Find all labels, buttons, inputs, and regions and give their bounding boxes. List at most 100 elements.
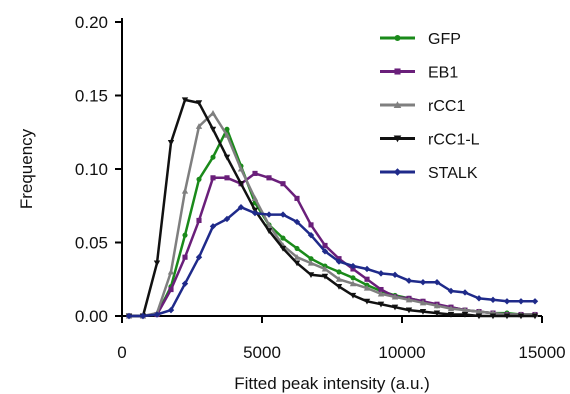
legend-label: rCC1-L xyxy=(428,132,480,149)
data-point xyxy=(224,126,230,132)
series-line xyxy=(129,172,535,318)
data-point xyxy=(405,307,413,314)
data-point xyxy=(237,181,245,187)
data-point xyxy=(265,221,273,228)
data-point xyxy=(308,256,314,262)
data-point xyxy=(531,298,539,305)
data-point xyxy=(181,187,189,194)
y-axis-title: Frequency xyxy=(17,128,36,209)
data-point xyxy=(321,265,329,272)
data-point xyxy=(419,278,427,286)
data-point xyxy=(182,232,188,238)
data-point xyxy=(517,298,525,305)
data-point xyxy=(377,290,385,297)
data-point xyxy=(224,175,230,181)
y-tick-label: 0.10 xyxy=(75,160,108,179)
data-point xyxy=(196,217,202,224)
data-point xyxy=(167,139,175,146)
legend-marker xyxy=(394,68,401,75)
data-point xyxy=(349,280,357,287)
data-point xyxy=(195,254,203,261)
data-point xyxy=(447,311,455,318)
data-point xyxy=(139,312,147,320)
data-point xyxy=(405,277,413,284)
data-point xyxy=(293,254,301,260)
data-point xyxy=(308,222,314,228)
legend-label: rCC1 xyxy=(428,98,465,115)
data-point xyxy=(279,245,287,252)
x-axis-title: Fitted peak intensity (a.u.) xyxy=(234,374,430,393)
data-point xyxy=(350,275,356,281)
data-point xyxy=(405,296,413,303)
data-point xyxy=(223,154,231,161)
data-point xyxy=(167,306,175,314)
data-point xyxy=(153,260,161,267)
data-point xyxy=(461,311,469,318)
data-point xyxy=(335,284,343,290)
series-layer xyxy=(125,97,539,320)
legend-marker xyxy=(393,168,402,176)
x-tick-label: 15000 xyxy=(518,343,565,362)
data-point xyxy=(364,276,370,282)
data-point xyxy=(195,123,203,129)
data-point xyxy=(531,313,539,320)
data-point xyxy=(461,306,469,313)
x-tick-label: 0 xyxy=(117,343,126,362)
data-point xyxy=(153,311,161,318)
x-tick-label: 5000 xyxy=(243,343,281,362)
legend-marker xyxy=(393,135,402,143)
data-point xyxy=(336,269,342,275)
data-point xyxy=(293,218,301,226)
data-point xyxy=(294,245,300,251)
data-point xyxy=(378,286,384,293)
series-line xyxy=(129,111,535,318)
y-tick-label: 0.00 xyxy=(75,307,108,326)
data-point xyxy=(307,259,315,266)
data-point xyxy=(433,302,441,309)
legend-marker xyxy=(393,101,402,109)
data-point xyxy=(321,273,329,280)
data-point xyxy=(475,308,483,315)
data-point xyxy=(433,310,441,317)
data-point xyxy=(433,278,441,286)
data-point xyxy=(182,254,188,260)
data-point xyxy=(237,165,245,172)
legend-item-rcc1-l: rCC1-L xyxy=(380,132,480,149)
data-point xyxy=(377,270,385,277)
data-point xyxy=(377,301,385,308)
data-point xyxy=(294,195,300,201)
legend-item-stalk: STALK xyxy=(380,165,478,182)
data-point xyxy=(335,258,343,265)
data-point xyxy=(322,242,328,248)
x-tick-label: 10000 xyxy=(378,343,425,362)
data-point xyxy=(266,175,272,181)
data-point xyxy=(349,292,357,299)
data-point xyxy=(419,299,427,306)
data-point xyxy=(280,235,286,241)
data-point xyxy=(503,298,511,305)
data-point xyxy=(363,265,371,273)
data-point xyxy=(391,304,399,311)
data-point xyxy=(237,204,245,211)
data-point xyxy=(265,228,273,234)
data-point xyxy=(251,209,259,217)
data-point xyxy=(363,298,371,305)
legend-item-eb1: EB1 xyxy=(380,65,458,82)
data-point xyxy=(265,211,273,218)
data-point xyxy=(209,126,217,133)
legend-label: STALK xyxy=(428,165,478,182)
legend-item-gfp: GFP xyxy=(380,31,461,48)
series-line xyxy=(129,205,535,318)
data-point xyxy=(196,176,202,182)
data-point xyxy=(279,211,287,218)
data-point xyxy=(307,231,315,239)
legend-item-rcc1: rCC1 xyxy=(380,98,465,115)
data-point xyxy=(307,272,315,279)
y-tick-label: 0.05 xyxy=(75,234,108,253)
data-point xyxy=(475,313,483,320)
data-point xyxy=(349,262,357,270)
data-point xyxy=(210,175,216,181)
series-line xyxy=(129,128,535,318)
legend-marker xyxy=(394,34,401,42)
